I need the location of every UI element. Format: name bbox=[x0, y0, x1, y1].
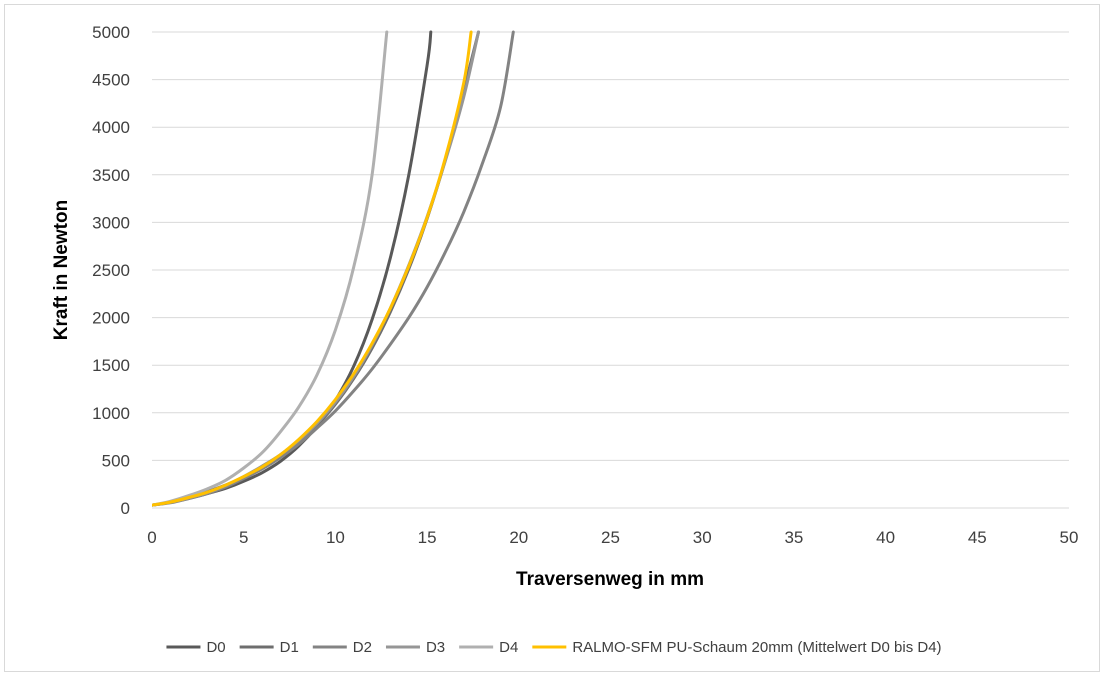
y-tick-label: 3500 bbox=[92, 166, 130, 185]
y-tick-label: 0 bbox=[121, 499, 130, 518]
y-tick-label: 2000 bbox=[92, 309, 130, 328]
legend-label: D2 bbox=[353, 639, 372, 656]
x-tick-label: 40 bbox=[876, 528, 895, 547]
legend-label: D1 bbox=[280, 639, 299, 656]
x-axis-title: Traversenweg in mm bbox=[516, 569, 704, 590]
x-tick-label: 5 bbox=[239, 528, 248, 547]
y-axis-title: Kraft in Newton bbox=[51, 200, 72, 340]
y-tick-label: 4500 bbox=[92, 71, 130, 90]
tick-labels: 0500100015002000250030003500400045005000… bbox=[92, 23, 1078, 547]
series-line-1 bbox=[152, 30, 480, 507]
y-tick-label: 3000 bbox=[92, 213, 130, 232]
legend: D0 D1 D2 D3 D4 RALMO-SFM PU-Schaum 20mm (Mitt… bbox=[166, 639, 942, 656]
gridlines bbox=[152, 31, 1069, 461]
y-tick-label: 4000 bbox=[92, 118, 130, 137]
series-lines bbox=[152, 30, 515, 507]
series-line-3 bbox=[152, 30, 480, 507]
legend-label: D0 bbox=[206, 639, 225, 656]
x-tick-label: 0 bbox=[147, 528, 156, 547]
x-tick-label: 25 bbox=[601, 528, 620, 547]
series-line-4 bbox=[152, 30, 389, 507]
legend-label: RALMO-SFM PU-Schaum 20mm (Mittelwert D0 … bbox=[572, 639, 941, 656]
y-tick-label: 500 bbox=[102, 451, 130, 470]
x-tick-label: 35 bbox=[784, 528, 803, 547]
x-tick-label: 30 bbox=[693, 528, 712, 547]
y-tick-label: 1000 bbox=[92, 404, 130, 423]
y-tick-label: 5000 bbox=[92, 23, 130, 42]
y-tick-label: 1500 bbox=[92, 356, 130, 375]
x-tick-label: 20 bbox=[509, 528, 528, 547]
series-line-0 bbox=[152, 30, 433, 507]
x-tick-label: 10 bbox=[326, 528, 345, 547]
x-tick-label: 15 bbox=[418, 528, 437, 547]
series-line-5 bbox=[152, 30, 473, 507]
y-tick-label: 2500 bbox=[92, 261, 130, 280]
x-tick-label: 45 bbox=[968, 528, 987, 547]
chart-area bbox=[4, 4, 1100, 672]
x-tick-label: 50 bbox=[1060, 528, 1079, 547]
legend-label: D3 bbox=[426, 639, 445, 656]
legend-label: D4 bbox=[499, 639, 518, 656]
